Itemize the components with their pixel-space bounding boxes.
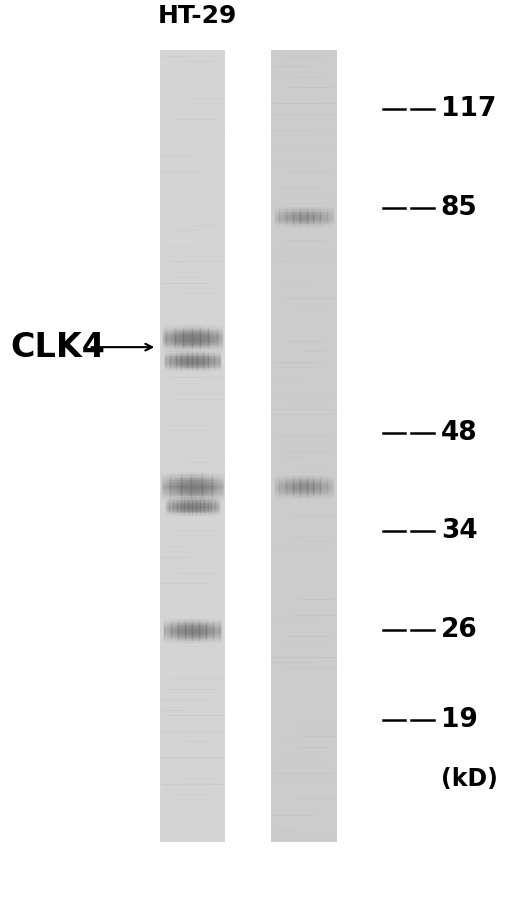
FancyBboxPatch shape [160,51,225,842]
Text: CLK4: CLK4 [10,331,105,364]
Text: (kD): (kD) [441,766,498,791]
Text: 85: 85 [441,195,478,221]
Text: 19: 19 [441,707,478,734]
Text: 48: 48 [441,420,478,445]
Text: HT-29: HT-29 [158,4,237,28]
Text: 34: 34 [441,518,478,544]
Text: 26: 26 [441,617,478,644]
Text: 117: 117 [441,95,496,122]
FancyBboxPatch shape [271,51,337,842]
